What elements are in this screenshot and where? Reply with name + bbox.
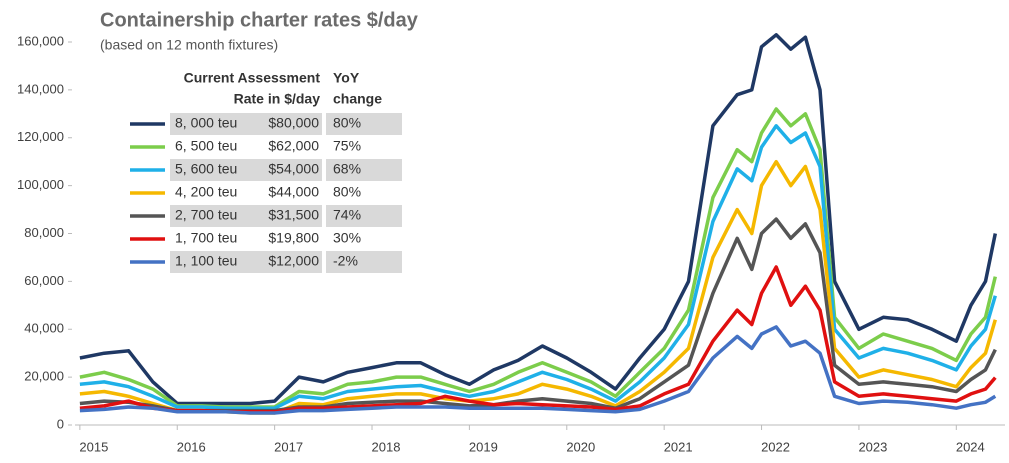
legend-label: 5, 600 teu <box>175 161 237 177</box>
x-tick-label: 2024 <box>956 439 985 454</box>
legend-yoy: 80% <box>333 184 361 200</box>
series-line <box>79 325 997 415</box>
legend-yoy: 75% <box>333 138 361 154</box>
legend-row-bg <box>170 113 322 135</box>
x-tick-label: 2021 <box>664 439 693 454</box>
legend-rate: $19,800 <box>268 230 319 246</box>
legend-row-bg <box>170 251 322 273</box>
y-tick-label: 120,000 <box>17 129 64 144</box>
legend-label: 6, 500 teu <box>175 138 237 154</box>
legend-yoy: 30% <box>333 230 361 246</box>
legend-rate: $44,000 <box>268 184 319 200</box>
x-tick-label: 2016 <box>177 439 206 454</box>
legend-rate: $12,000 <box>268 253 319 269</box>
legend-label: 1, 700 teu <box>175 230 237 246</box>
y-tick-label: 80,000 <box>24 225 64 240</box>
legend-rate: $54,000 <box>268 161 319 177</box>
x-tick-label: 2019 <box>469 439 498 454</box>
x-tick-label: 2017 <box>274 439 303 454</box>
y-tick-label: 140,000 <box>17 81 64 96</box>
x-tick-label: 2023 <box>858 439 887 454</box>
legend-yoy: 68% <box>333 161 361 177</box>
y-tick-label: 40,000 <box>24 321 64 336</box>
y-tick-label: 60,000 <box>24 273 64 288</box>
legend-header: YoY <box>333 70 360 86</box>
x-tick-label: 2022 <box>761 439 790 454</box>
legend-label: 4, 200 teu <box>175 184 237 200</box>
chart-subtitle: (based on 12 month fixtures) <box>100 37 278 53</box>
legend-header: Rate in $/day <box>234 91 321 107</box>
legend-yoy: 74% <box>333 207 361 223</box>
legend-header: change <box>333 91 382 107</box>
y-tick-label: 160,000 <box>17 33 64 48</box>
legend-row-bg <box>326 113 402 135</box>
legend-row-bg <box>326 251 402 273</box>
legend-row-bg <box>170 159 322 181</box>
legend-header: Current Assessment <box>184 70 321 86</box>
y-tick-label: 100,000 <box>17 177 64 192</box>
x-tick-label: 2018 <box>372 439 401 454</box>
legend-yoy: 80% <box>333 115 361 131</box>
legend-label: 8, 000 teu <box>175 115 237 131</box>
legend-rate: $62,000 <box>268 138 319 154</box>
chart-title: Containership charter rates $/day <box>100 9 419 31</box>
legend-rate: $80,000 <box>268 115 319 131</box>
legend-row-bg <box>170 205 322 227</box>
legend-row-bg <box>326 205 402 227</box>
x-tick-label: 2015 <box>79 439 108 454</box>
y-tick-label: 20,000 <box>24 369 64 384</box>
legend-yoy: -2% <box>333 253 358 269</box>
legend-label: 2, 700 teu <box>175 207 237 223</box>
series-line <box>79 33 998 406</box>
legend-rate: $31,500 <box>268 207 319 223</box>
series-line <box>79 124 997 410</box>
y-tick-label: 0 <box>57 416 64 431</box>
x-tick-label: 2020 <box>566 439 595 454</box>
series-line <box>79 265 997 414</box>
legend-label: 1, 100 teu <box>175 253 237 269</box>
series-line <box>79 217 997 413</box>
legend-row-bg <box>326 159 402 181</box>
